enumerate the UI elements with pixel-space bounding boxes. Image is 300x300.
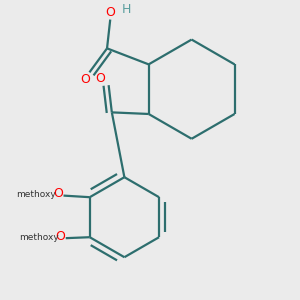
- Text: methoxy: methoxy: [19, 233, 59, 242]
- Text: O: O: [105, 6, 115, 19]
- Text: O: O: [96, 72, 106, 85]
- Text: O: O: [81, 73, 91, 86]
- Text: methoxy: methoxy: [16, 190, 56, 199]
- Text: O: O: [53, 188, 63, 200]
- Text: O: O: [55, 230, 65, 243]
- Text: H: H: [122, 3, 132, 16]
